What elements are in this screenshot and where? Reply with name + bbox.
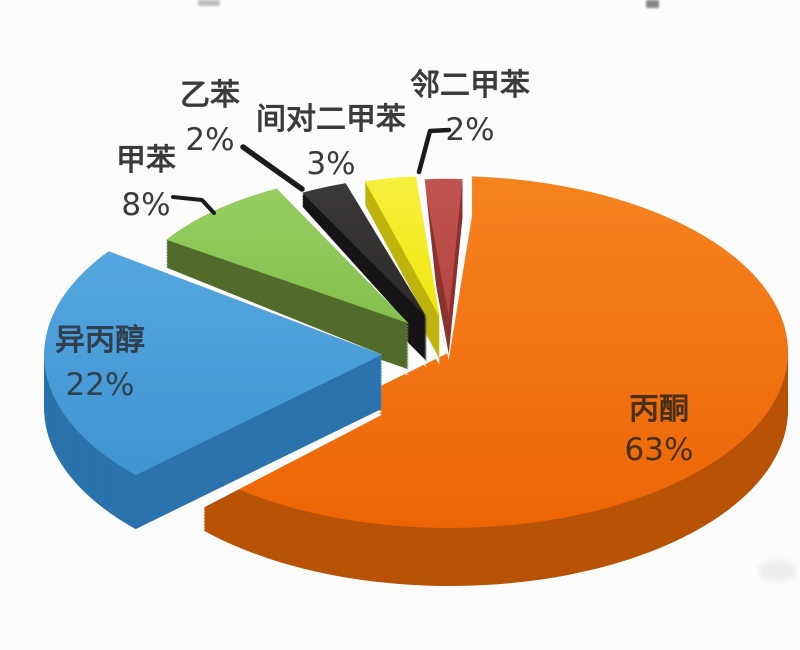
- pie-slice-toluene: [147, 179, 409, 376]
- slice-percent: 63%: [624, 432, 694, 468]
- slice-label-acetone: 丙酮 63%: [625, 390, 694, 470]
- pie-slice-isopropanol: [27, 241, 383, 546]
- slice-percent: 8%: [121, 187, 171, 223]
- slice-label-isopropanol: 异丙醇 22%: [55, 319, 145, 407]
- slice-name: 丙酮: [629, 392, 689, 427]
- slice-name: 间对二甲苯: [256, 102, 406, 137]
- cropped-text-fragment: [646, 0, 659, 8]
- slice-percent: 3%: [306, 146, 356, 182]
- leader-line-toluene: [171, 195, 216, 215]
- leader-lines: [171, 127, 452, 215]
- leader-line-ethylbenzene: [240, 144, 305, 192]
- pie-slices-group: [27, 167, 788, 586]
- slice-label-mp-xylene: 间对二甲苯 3%: [256, 98, 406, 186]
- cropped-text-fragment: [198, 0, 220, 6]
- background-smudge: [758, 560, 796, 582]
- slice-percent: 2%: [185, 122, 235, 158]
- slice-name: 邻二甲苯: [410, 68, 530, 103]
- leader-line-o-xylene: [416, 127, 452, 175]
- slice-label-toluene: 甲苯 8%: [116, 139, 176, 227]
- slice-label-ethylbenzene: 乙苯 2%: [180, 74, 240, 162]
- slice-name: 乙苯: [180, 78, 240, 113]
- pie-slice-acetone: [203, 176, 788, 586]
- slice-name: 异丙醇: [55, 323, 145, 358]
- slice-percent: 2%: [445, 112, 495, 148]
- slice-name: 甲苯: [116, 143, 176, 178]
- slice-percent: 22%: [65, 367, 135, 403]
- slice-label-o-xylene: 邻二甲苯 2%: [410, 64, 530, 152]
